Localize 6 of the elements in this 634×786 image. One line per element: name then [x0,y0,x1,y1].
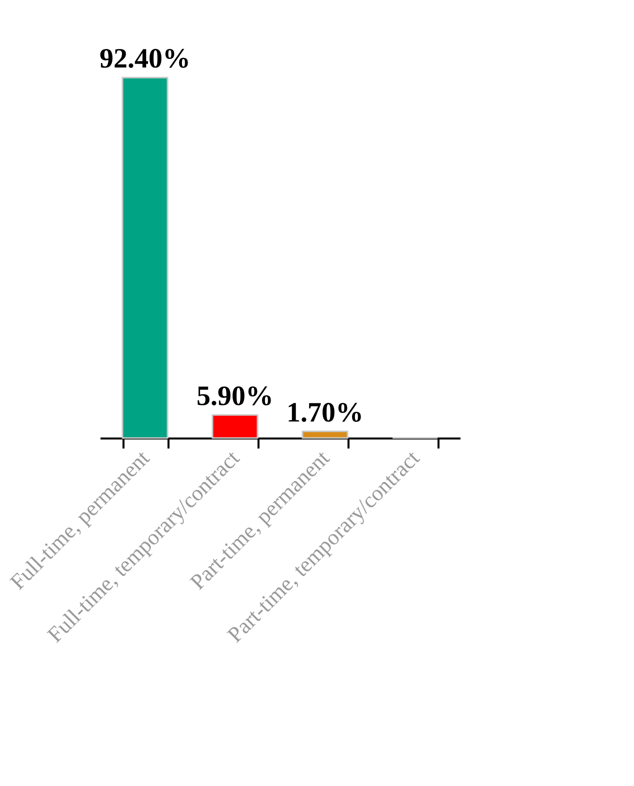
data-label: 1.70% [286,397,364,428]
bar [212,414,258,439]
bar [122,76,168,439]
data-label: 5.90% [196,380,274,412]
data-label: 92.40% [100,44,190,75]
bar [302,430,348,439]
